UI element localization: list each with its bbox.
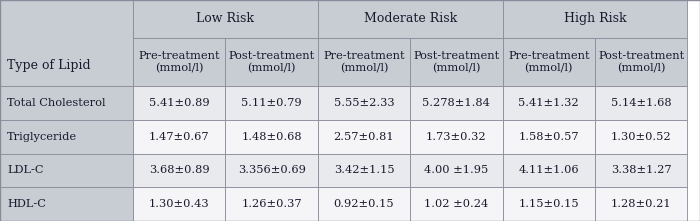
Bar bbox=[133, 86, 225, 120]
Bar bbox=[0, 0, 133, 86]
Text: 3.68±0.89: 3.68±0.89 bbox=[149, 166, 209, 175]
Bar bbox=[0, 86, 133, 120]
Bar bbox=[318, 154, 410, 187]
Bar bbox=[503, 0, 687, 38]
Text: Post-treatment
(mmol/l): Post-treatment (mmol/l) bbox=[413, 51, 500, 73]
Bar bbox=[225, 154, 318, 187]
Bar bbox=[318, 120, 410, 154]
Text: 3.38±1.27: 3.38±1.27 bbox=[611, 166, 671, 175]
Bar bbox=[133, 0, 318, 38]
Bar bbox=[133, 154, 225, 187]
Text: HDL-C: HDL-C bbox=[7, 199, 46, 209]
Text: Total Cholesterol: Total Cholesterol bbox=[7, 98, 106, 108]
Bar bbox=[133, 38, 225, 86]
Text: 1.30±0.52: 1.30±0.52 bbox=[611, 132, 671, 142]
Text: Moderate Risk: Moderate Risk bbox=[363, 12, 457, 25]
Bar bbox=[595, 38, 687, 86]
Text: Post-treatment
(mmol/l): Post-treatment (mmol/l) bbox=[228, 51, 315, 73]
Bar bbox=[318, 187, 410, 221]
Text: 5.41±1.32: 5.41±1.32 bbox=[519, 98, 579, 108]
Text: Triglyceride: Triglyceride bbox=[7, 132, 77, 142]
Bar bbox=[503, 154, 595, 187]
Text: Type of Lipid: Type of Lipid bbox=[7, 59, 90, 72]
Bar bbox=[225, 38, 318, 86]
Bar bbox=[410, 38, 503, 86]
Bar bbox=[595, 187, 687, 221]
Text: 5.55±2.33: 5.55±2.33 bbox=[334, 98, 394, 108]
Bar bbox=[225, 120, 318, 154]
Text: 3.42±1.15: 3.42±1.15 bbox=[334, 166, 394, 175]
Bar bbox=[503, 86, 595, 120]
Text: 3.356±0.69: 3.356±0.69 bbox=[238, 166, 305, 175]
Bar bbox=[225, 86, 318, 120]
Text: 4.00 ±1.95: 4.00 ±1.95 bbox=[424, 166, 489, 175]
Text: 5.278±1.84: 5.278±1.84 bbox=[423, 98, 490, 108]
Text: Low Risk: Low Risk bbox=[197, 12, 254, 25]
Text: 1.48±0.68: 1.48±0.68 bbox=[241, 132, 302, 142]
Bar bbox=[410, 86, 503, 120]
Text: Pre-treatment
(mmol/l): Pre-treatment (mmol/l) bbox=[508, 51, 589, 73]
Text: Pre-treatment
(mmol/l): Pre-treatment (mmol/l) bbox=[323, 51, 405, 73]
Bar bbox=[410, 154, 503, 187]
Bar bbox=[410, 120, 503, 154]
Text: 5.41±0.89: 5.41±0.89 bbox=[149, 98, 209, 108]
Bar bbox=[318, 86, 410, 120]
Bar bbox=[225, 187, 318, 221]
Text: 1.73±0.32: 1.73±0.32 bbox=[426, 132, 486, 142]
Bar bbox=[503, 120, 595, 154]
Bar bbox=[0, 154, 133, 187]
Bar bbox=[595, 86, 687, 120]
Text: 5.14±1.68: 5.14±1.68 bbox=[611, 98, 671, 108]
Text: 5.11±0.79: 5.11±0.79 bbox=[241, 98, 302, 108]
Bar bbox=[318, 38, 410, 86]
Text: 1.28±0.21: 1.28±0.21 bbox=[611, 199, 671, 209]
Bar bbox=[133, 120, 225, 154]
Text: High Risk: High Risk bbox=[564, 12, 626, 25]
Text: 1.47±0.67: 1.47±0.67 bbox=[149, 132, 209, 142]
Text: LDL-C: LDL-C bbox=[7, 166, 43, 175]
Bar bbox=[0, 120, 133, 154]
Text: 2.57±0.81: 2.57±0.81 bbox=[334, 132, 394, 142]
Bar bbox=[0, 187, 133, 221]
Bar bbox=[595, 120, 687, 154]
Text: 1.26±0.37: 1.26±0.37 bbox=[241, 199, 302, 209]
Text: 0.92±0.15: 0.92±0.15 bbox=[334, 199, 394, 209]
Text: Post-treatment
(mmol/l): Post-treatment (mmol/l) bbox=[598, 51, 685, 73]
Text: 1.30±0.43: 1.30±0.43 bbox=[149, 199, 209, 209]
Text: Pre-treatment
(mmol/l): Pre-treatment (mmol/l) bbox=[139, 51, 220, 73]
Text: 1.15±0.15: 1.15±0.15 bbox=[519, 199, 579, 209]
Bar bbox=[133, 187, 225, 221]
Bar bbox=[410, 187, 503, 221]
Bar bbox=[503, 187, 595, 221]
Text: 4.11±1.06: 4.11±1.06 bbox=[519, 166, 579, 175]
Bar bbox=[503, 38, 595, 86]
Text: 1.58±0.57: 1.58±0.57 bbox=[519, 132, 579, 142]
Bar bbox=[595, 154, 687, 187]
Text: 1.02 ±0.24: 1.02 ±0.24 bbox=[424, 199, 489, 209]
Bar bbox=[318, 0, 503, 38]
